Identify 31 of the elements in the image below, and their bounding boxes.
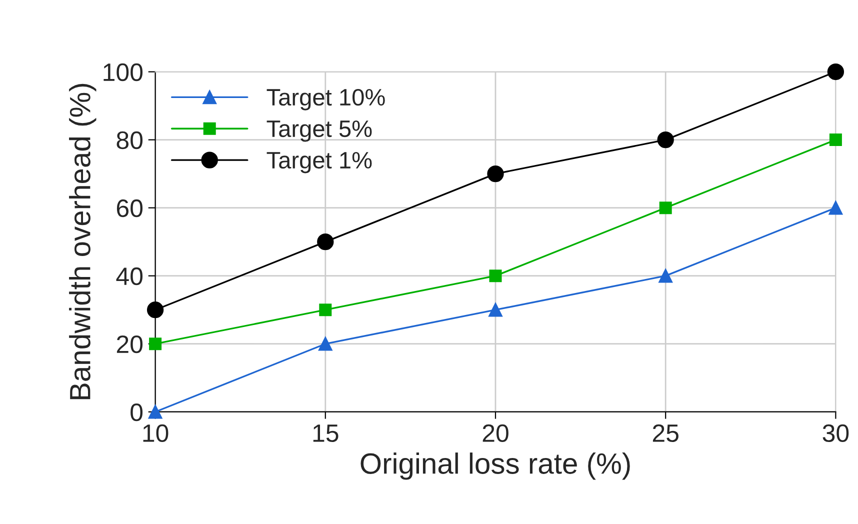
x-tick-label: 15 xyxy=(313,424,338,442)
point xyxy=(657,131,674,148)
point xyxy=(149,338,162,350)
y-tick-label: 80 xyxy=(116,131,143,150)
y-tick-label: 100 xyxy=(104,63,143,82)
point xyxy=(146,302,164,318)
x-tick-label: 20 xyxy=(482,424,508,442)
x-axis-title: Original loss rate (%) xyxy=(360,452,630,480)
point xyxy=(658,268,673,283)
point xyxy=(319,304,332,316)
point xyxy=(488,302,502,317)
point xyxy=(487,165,504,182)
point xyxy=(148,404,162,419)
point xyxy=(318,336,332,351)
point xyxy=(489,270,502,282)
y-axis-title: Bandwidth overhead (%) xyxy=(69,84,96,400)
legend-label: Target 1% xyxy=(266,152,372,174)
y-tick-label: 60 xyxy=(116,199,143,218)
y-tick-label: 40 xyxy=(116,267,143,286)
legend-label: Target 5% xyxy=(266,120,372,142)
y-tick-label: 0 xyxy=(130,403,143,422)
point xyxy=(828,200,843,215)
x-tick-label: 10 xyxy=(143,424,168,442)
x-tick-label: 25 xyxy=(652,424,678,442)
x-tick-label: 30 xyxy=(822,424,849,442)
point xyxy=(827,63,844,80)
point xyxy=(317,233,334,250)
point xyxy=(659,202,672,214)
legend-label: Target 10% xyxy=(266,88,385,110)
y-tick-label: 20 xyxy=(116,335,143,354)
point xyxy=(829,134,842,146)
